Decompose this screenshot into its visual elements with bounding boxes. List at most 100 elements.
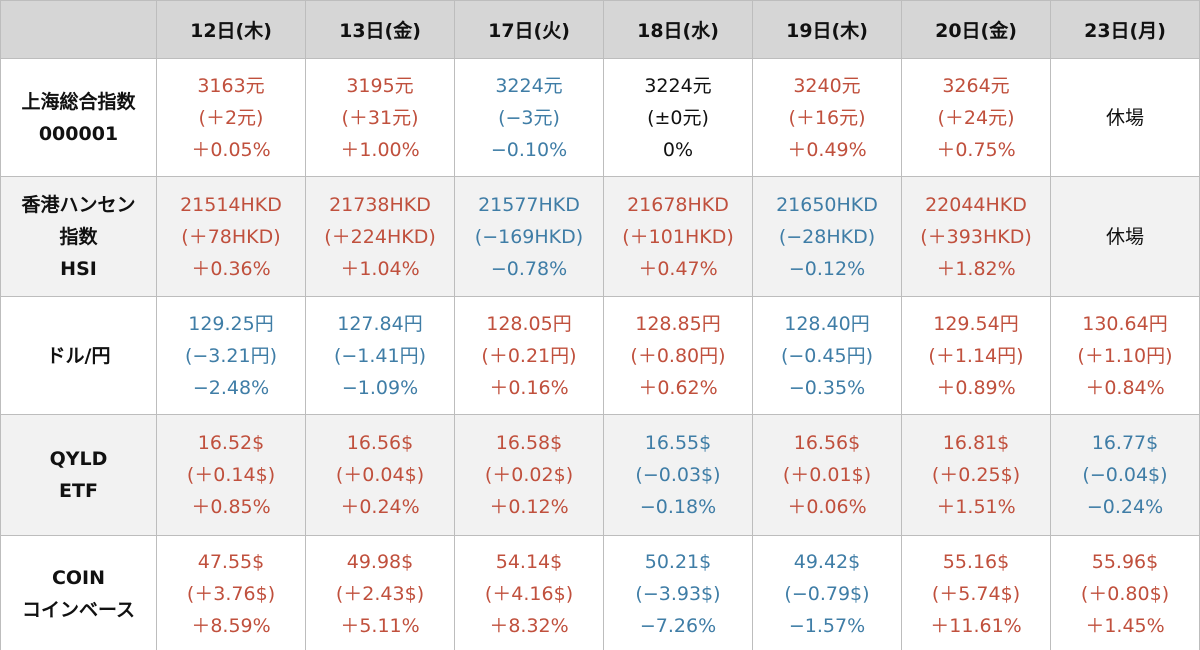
cell-change: (＋0.80$) <box>1080 582 1170 605</box>
cell-price: 3224元 <box>644 74 712 97</box>
cell-percent: ＋0.36% <box>191 257 271 280</box>
cell-price: 127.84円 <box>337 312 423 335</box>
cell-price: 129.54円 <box>933 312 1019 335</box>
cell-change: (＋24元) <box>937 106 1015 129</box>
data-cell: 16.77$ (−0.04$) −0.24% <box>1050 414 1200 536</box>
data-cell: 21577HKD (−169HKD) −0.78% <box>454 176 604 297</box>
row-label: ドル/円 <box>0 296 157 415</box>
cell-price: 16.81$ <box>942 432 1010 454</box>
cell-change: (−3.21円) <box>184 344 278 367</box>
data-cell: 3224元 (−3元) −0.10% <box>454 58 604 177</box>
cell-percent: ＋1.45% <box>1085 614 1165 637</box>
data-cell: 50.21$ (−3.93$) −7.26% <box>603 535 753 650</box>
cell-percent: ＋0.47% <box>638 257 718 280</box>
cell-percent: ＋0.24% <box>340 496 420 518</box>
cell-percent: −0.78% <box>490 257 568 280</box>
cell-percent: ＋8.32% <box>489 614 569 637</box>
cell-price: 129.25円 <box>188 312 274 335</box>
row-label-line: 000001 <box>38 122 119 145</box>
row-label-line: COIN <box>51 566 106 589</box>
cell-percent: ＋1.51% <box>936 496 1016 518</box>
row-label-line: ドル/円 <box>46 344 111 367</box>
cell-price: 3195元 <box>346 74 414 97</box>
data-cell: 127.84円 (−1.41円) −1.09% <box>305 296 455 415</box>
data-cell: 49.42$ (−0.79$) −1.57% <box>752 535 902 650</box>
cell-price: 3240元 <box>793 74 861 97</box>
data-cell: 16.56$ (＋0.01$) ＋0.06% <box>752 414 902 536</box>
cell-change: (＋0.80円) <box>630 344 726 367</box>
cell-price: 21678HKD <box>627 193 729 216</box>
cell-price: 16.58$ <box>495 432 563 454</box>
cell-price: 47.55$ <box>197 550 265 573</box>
cell-change: (＋0.14$) <box>186 464 276 486</box>
cell-percent: −1.09% <box>341 376 419 399</box>
market-closed-text: 休場 <box>1105 106 1144 129</box>
data-cell: 3264元 (＋24元) ＋0.75% <box>901 58 1051 177</box>
market-closed-text: 休場 <box>1105 225 1144 248</box>
cell-change: (＋78HKD) <box>181 225 281 248</box>
data-cell: 休場 <box>1050 58 1200 177</box>
cell-percent: −7.26% <box>639 614 717 637</box>
column-header-20: 20日(金) <box>901 0 1051 59</box>
table-row-qyld-etf: QYLD ETF 16.52$ (＋0.14$) ＋0.85% 16.56$ (＋0.04$… <box>0 414 1200 536</box>
cell-percent: ＋0.49% <box>787 138 867 161</box>
cell-change: (−169HKD) <box>474 225 584 248</box>
cell-percent: 0% <box>662 138 694 161</box>
cell-price: 21577HKD <box>478 193 580 216</box>
column-header-19: 19日(木) <box>752 0 902 59</box>
row-label-line: 香港ハンセン <box>21 193 136 216</box>
cell-percent: −0.10% <box>490 138 568 161</box>
data-cell: 休場 <box>1050 176 1200 297</box>
cell-change: (±0元) <box>647 106 709 129</box>
cell-price: 21650HKD <box>776 193 878 216</box>
cell-price: 128.85円 <box>635 312 721 335</box>
table-row-coin: COIN コインベース 47.55$ (＋3.76$) ＋8.59% 49.98$ (＋2.… <box>0 535 1200 650</box>
cell-price: 3163元 <box>197 74 265 97</box>
cell-price: 21738HKD <box>329 193 431 216</box>
cell-price: 16.55$ <box>644 432 712 454</box>
cell-price: 3264元 <box>942 74 1010 97</box>
cell-percent: ＋0.12% <box>489 496 569 518</box>
column-header-12: 12日(木) <box>156 0 306 59</box>
cell-price: 50.21$ <box>644 550 712 573</box>
row-label-line: QYLD <box>49 448 108 470</box>
cell-change: (＋1.14円) <box>928 344 1024 367</box>
data-cell: 3240元 (＋16元) ＋0.49% <box>752 58 902 177</box>
row-label: 香港ハンセン 指数 HSI <box>0 176 157 297</box>
table-row-shanghai-composite: 上海総合指数 000001 3163元 (＋2元) ＋0.05% 3195元 (＋31元) ＋… <box>0 58 1200 177</box>
cell-change: (＋0.21円) <box>481 344 577 367</box>
cell-percent: ＋0.84% <box>1085 376 1165 399</box>
row-label: 上海総合指数 000001 <box>0 58 157 177</box>
cell-price: 54.14$ <box>495 550 563 573</box>
cell-price: 21514HKD <box>180 193 282 216</box>
row-label-line: 上海総合指数 <box>21 90 136 113</box>
cell-percent: ＋8.59% <box>191 614 271 637</box>
cell-change: (＋16元) <box>788 106 866 129</box>
cell-price: 128.40円 <box>784 312 870 335</box>
column-header-23: 23日(月) <box>1050 0 1200 59</box>
data-cell: 21678HKD (＋101HKD) ＋0.47% <box>603 176 753 297</box>
cell-change: (＋31元) <box>341 106 419 129</box>
cell-change: (−3元) <box>498 106 560 129</box>
data-cell: 129.25円 (−3.21円) −2.48% <box>156 296 306 415</box>
row-label-line: HSI <box>60 257 97 280</box>
cell-change: (−0.79$) <box>784 582 870 605</box>
cell-percent: ＋0.05% <box>191 138 271 161</box>
cell-price: 128.05円 <box>486 312 572 335</box>
cell-percent: −2.48% <box>192 376 270 399</box>
column-header-17: 17日(火) <box>454 0 604 59</box>
cell-change: (＋0.25$) <box>931 464 1021 486</box>
cell-percent: −0.12% <box>788 257 866 280</box>
cell-percent: ＋5.11% <box>340 614 420 637</box>
cell-change: (＋2元) <box>198 106 264 129</box>
data-cell: 16.55$ (−0.03$) −0.18% <box>603 414 753 536</box>
cell-percent: −0.18% <box>639 496 717 518</box>
cell-percent: ＋1.00% <box>340 138 420 161</box>
cell-price: 49.42$ <box>793 550 861 573</box>
cell-percent: ＋11.61% <box>930 614 1022 637</box>
data-cell: 129.54円 (＋1.14円) ＋0.89% <box>901 296 1051 415</box>
data-cell: 130.64円 (＋1.10円) ＋0.84% <box>1050 296 1200 415</box>
data-cell: 3195元 (＋31元) ＋1.00% <box>305 58 455 177</box>
cell-change: (＋0.04$) <box>335 464 425 486</box>
